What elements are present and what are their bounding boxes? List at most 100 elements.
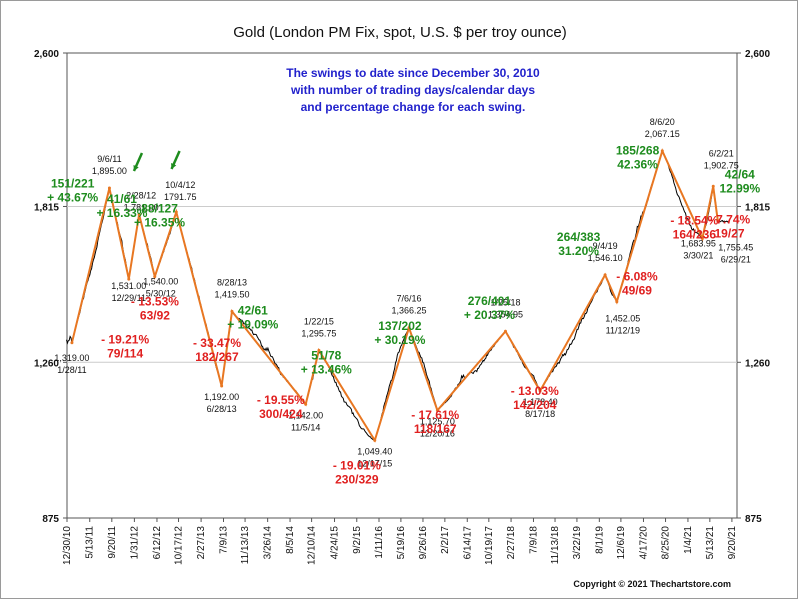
swing-annotation: - 18.54% <box>670 214 718 228</box>
turning-point-label: 8/6/20 <box>650 117 675 127</box>
x-tick-label: 7/9/18 <box>528 526 539 554</box>
x-tick-label: 12/10/14 <box>307 526 318 565</box>
y-tick-label-left: 1,815 <box>34 202 59 213</box>
y-tick-label-left: 2,600 <box>34 49 59 60</box>
swing-annotation: 151/221 <box>51 176 95 190</box>
turning-point-marker <box>615 300 619 304</box>
swing-annotation: 19/27 <box>715 227 745 241</box>
turning-point-marker <box>304 402 308 406</box>
swing-annotation: 42/64 <box>725 167 755 181</box>
plot-area <box>66 52 738 519</box>
swing-annotation: + 16.33% <box>96 206 147 220</box>
turning-point-label: 1,125.70 <box>420 416 455 426</box>
y-tick-label-right: 2,600 <box>745 49 770 60</box>
turning-point-marker <box>700 236 704 240</box>
x-tick-label: 10/19/17 <box>484 526 495 565</box>
turning-point-marker <box>107 186 111 190</box>
x-tick-label: 12/30/10 <box>62 526 73 565</box>
swing-annotation: - 19.01% <box>333 458 381 472</box>
swing-annotation: 51/78 <box>311 348 341 362</box>
x-tick-label: 8/25/20 <box>661 526 672 560</box>
annotation-arrows <box>132 150 181 172</box>
turning-point-label: 1,178.40 <box>523 397 558 407</box>
x-tick-label: 4/17/20 <box>638 526 649 560</box>
x-tick-label: 3/26/14 <box>263 526 274 560</box>
x-tick-label: 4/24/15 <box>330 526 341 560</box>
turning-point-label: 2/28/12 <box>126 191 156 201</box>
x-tick-label: 11/13/18 <box>550 526 561 565</box>
swing-annotation: - 6.08% <box>616 269 658 283</box>
x-tick-label: 2/27/13 <box>196 526 207 560</box>
swing-annotation: 41/61 <box>107 192 137 206</box>
turning-point-label: 5/30/12 <box>146 289 176 299</box>
turning-point-marker <box>127 277 131 281</box>
turning-point-label: 1,049.40 <box>357 446 392 456</box>
turning-point-marker <box>137 213 141 217</box>
x-tick-label: 9/26/16 <box>418 526 429 560</box>
copyright-text: Copyright © 2021 Thechartstore.com <box>573 579 731 589</box>
turning-point-label: 1/28/11 <box>57 365 86 375</box>
turning-point-marker <box>220 384 224 388</box>
turning-point-marker <box>435 408 439 412</box>
y-tick-label-right: 1,815 <box>745 202 770 213</box>
turning-point-label: 3/30/21 <box>683 250 713 260</box>
swing-annotation: 12.99% <box>719 181 760 195</box>
y-axis-right: 2,600 1,815 1,260 875 <box>737 49 770 525</box>
turning-point-label: 1,895.00 <box>92 166 127 176</box>
turning-point-label: 6/2/21 <box>709 148 734 158</box>
turning-point-marker <box>174 210 178 214</box>
turning-point-marker <box>538 389 542 393</box>
swing-annotation: - 13.53% <box>131 295 179 309</box>
chart-note: The swings to date since December 30, 20… <box>286 66 540 114</box>
turning-point-label: 8/28/13 <box>217 277 247 287</box>
x-tick-label: 6/14/17 <box>462 526 473 560</box>
swing-annotation: 164/236 <box>673 228 717 242</box>
turning-point-label: 10/4/12 <box>165 180 195 190</box>
swing-annotation: + 20.37% <box>464 308 515 322</box>
turning-point-labels: 1,319.00 1/28/11 9/6/11 1,895.00 1,531.00 12/… <box>54 117 753 468</box>
turning-point-label: 1,683.95 <box>681 238 716 248</box>
turning-point-label: 1/25/18 <box>490 297 520 307</box>
turning-point-label: 1,295.75 <box>301 328 336 338</box>
turning-point-label: 9/4/19 <box>593 241 618 251</box>
turning-point-label: 1,354.95 <box>488 309 523 319</box>
x-tick-label: 6/12/12 <box>152 526 163 560</box>
turning-point-label: 12/29/11 <box>112 293 146 303</box>
x-tick-label: 5/13/21 <box>705 526 716 560</box>
turning-point-label: 12/20/16 <box>420 428 455 438</box>
turning-point-label: 6/28/13 <box>207 404 237 414</box>
swing-annotation: + 19.09% <box>227 318 278 332</box>
note-line: and percentage change for each swing. <box>301 100 526 114</box>
swing-annotation: - 19.55% <box>257 393 305 407</box>
x-tick-label: 8/1/19 <box>594 526 605 554</box>
swing-annotation: 118/167 <box>414 422 457 436</box>
y-axis-left: 2,600 1,815 1,260 875 <box>34 49 67 525</box>
swing-annotation: 264/383 <box>557 230 601 244</box>
turning-point-label: 7/6/16 <box>397 294 422 304</box>
turning-point-marker <box>716 219 720 223</box>
x-tick-label: 10/17/12 <box>174 526 185 565</box>
swing-annotation: 230/329 <box>335 472 379 486</box>
swing-annotation: 142/204 <box>513 398 557 412</box>
turning-point-marker <box>603 273 607 277</box>
x-tick-label: 8/5/14 <box>285 526 296 554</box>
swing-annotation: + 30.19% <box>374 333 425 347</box>
note-line: with number of trading days/calendar day… <box>290 83 535 97</box>
swing-annotation: - 13.03% <box>511 384 559 398</box>
x-tick-label: 11/13/13 <box>240 526 251 565</box>
swing-annotation: 63/92 <box>140 309 170 323</box>
turning-point-label: 1,319.00 <box>54 353 89 363</box>
chart-title: Gold (London PM Fix, spot, U.S. $ per tr… <box>233 24 567 41</box>
swing-annotation: 276/401 <box>468 294 512 308</box>
x-tick-label: 2/2/17 <box>440 526 451 554</box>
x-tick-label: 12/6/19 <box>616 526 627 560</box>
turning-point-label: 9/6/11 <box>97 154 121 164</box>
swing-annotation: 31.20% <box>558 244 599 258</box>
turning-point-label: 1791.75 <box>164 192 197 202</box>
swing-annotation: 182/267 <box>195 350 239 364</box>
swing-annotation: + 16.35% <box>134 215 185 229</box>
turning-point-label: 1,452.05 <box>605 314 640 324</box>
x-tick-label: 1/4/21 <box>683 526 694 554</box>
arrow-head <box>133 165 139 171</box>
